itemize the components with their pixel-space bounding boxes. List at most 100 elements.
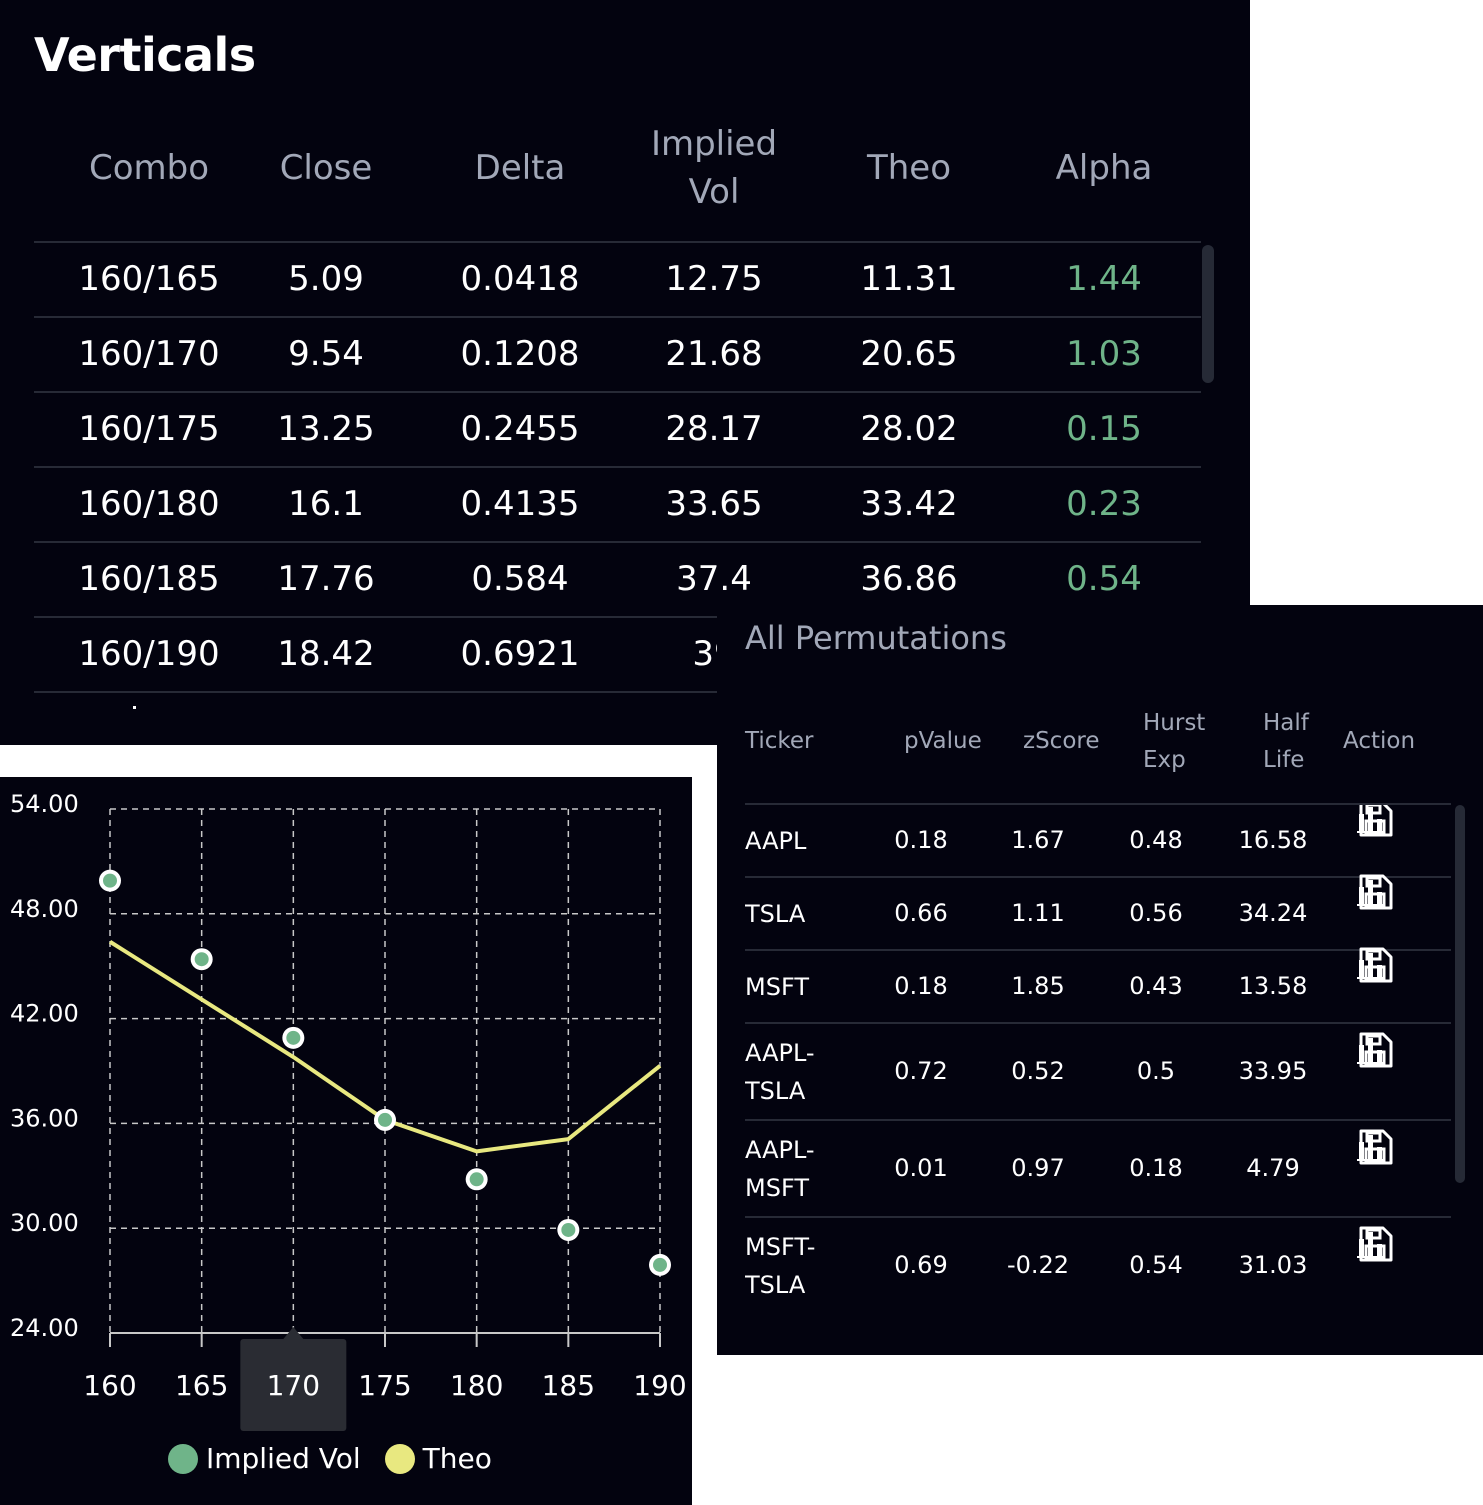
- cell-combo: 160/175: [78, 409, 220, 449]
- ticker-line: TSLA: [745, 1271, 806, 1299]
- ticker-line: MSFT: [745, 1174, 809, 1202]
- permutation-row[interactable]: TSLA 0.66 1.11 0.56 34.24: [745, 874, 1451, 951]
- save-icon[interactable]: [1357, 1226, 1393, 1262]
- cell-implied-vol: 33.65: [665, 484, 763, 524]
- save-icon-svg: [1359, 874, 1393, 909]
- x-highlight-pointer: [283, 1327, 304, 1339]
- x-tick-label: 160: [83, 1369, 136, 1402]
- permutation-row[interactable]: AAPL- MSFT 0.01 0.97 0.18 4.79: [745, 1121, 1451, 1218]
- col-zscore[interactable]: zScore: [1023, 728, 1100, 754]
- vcol-close[interactable]: Close: [226, 144, 426, 192]
- col-ticker[interactable]: Ticker: [745, 728, 814, 754]
- cell-half: 34.24: [1238, 899, 1308, 927]
- vcol-alpha[interactable]: Alpha: [1004, 144, 1204, 192]
- vcol-alpha-line1: Alpha: [1055, 148, 1153, 188]
- permutation-row[interactable]: MSFT 0.18 1.85 0.43 13.58: [745, 947, 1451, 1024]
- cell-implied-vol: 28.17: [665, 409, 763, 449]
- implied-vol-point: [103, 873, 117, 888]
- save-icon-svg: [1359, 1032, 1393, 1067]
- save-icon[interactable]: [1357, 874, 1393, 910]
- verticals-row[interactable]: 160/175 13.25 0.2455 28.17 28.02 0.15: [34, 393, 1201, 468]
- ticker-line: AAPL: [745, 827, 807, 855]
- ticker-line: TSLA: [745, 1077, 806, 1105]
- cell-ticker: AAPL- MSFT: [745, 1131, 885, 1207]
- cell-delta: 0.6921: [460, 634, 580, 674]
- vcol-theo[interactable]: Theo: [809, 144, 1009, 192]
- cell-ticker: MSFT: [745, 968, 885, 1006]
- cell-ticker: AAPL- TSLA: [745, 1034, 885, 1110]
- legend-label-implied-vol: Implied Vol: [206, 1442, 361, 1475]
- cell-ticker: MSFT- TSLA: [745, 1228, 885, 1304]
- vcol-implied-vol[interactable]: Implied Vol: [614, 120, 814, 216]
- verticals-row[interactable]: 160/185 17.76 0.584 37.4 36.86 0.54: [34, 543, 1201, 618]
- verticals-row[interactable]: 160/170 9.54 0.1208 21.68 20.65 1.03: [34, 318, 1201, 393]
- cell-ticker: TSLA: [745, 895, 885, 933]
- cell-close: 17.76: [277, 559, 375, 599]
- cell-alpha: 1.03: [1066, 334, 1142, 374]
- cell-combo: 160/190: [78, 634, 220, 674]
- implied-vol-point: [469, 1172, 484, 1187]
- permutation-row[interactable]: AAPL 0.18 1.67 0.48 16.58: [745, 805, 1451, 878]
- verticals-table: 160/165 5.09 0.0418 12.75 11.31 1.44 160/170 9.…: [34, 241, 1201, 693]
- y-tick-label: 24.00: [10, 1314, 79, 1342]
- cell-theo: 11.31: [860, 259, 958, 299]
- y-tick-label: 36.00: [10, 1104, 79, 1132]
- implied-vol-point: [561, 1222, 576, 1237]
- save-icon[interactable]: [1357, 1129, 1393, 1165]
- cell-pvalue: 0.72: [894, 1057, 948, 1085]
- cell-pvalue: 0.66: [894, 899, 948, 927]
- vcol-delta-line1: Delta: [474, 148, 566, 188]
- cell-close: 13.25: [277, 409, 375, 449]
- legend-item-theo[interactable]: Theo: [384, 1442, 492, 1475]
- cell-hurst: 0.56: [1129, 899, 1183, 927]
- cell-delta: 0.2455: [460, 409, 580, 449]
- cell-zscore: 1.11: [1011, 899, 1065, 927]
- verticals-row[interactable]: 160/180 16.1 0.4135 33.65 33.42 0.23: [34, 468, 1201, 543]
- ticker-line: AAPL-: [745, 1136, 815, 1164]
- verticals-row[interactable]: 160/190 18.42 0.6921 39: [34, 618, 1201, 693]
- vcol-delta[interactable]: Delta: [420, 144, 620, 192]
- cell-zscore: -0.22: [1006, 1251, 1070, 1279]
- ticker-line: MSFT: [745, 973, 809, 1001]
- x-tick-label: 165: [175, 1369, 228, 1402]
- cell-close: 9.54: [288, 334, 364, 374]
- cell-delta: 0.0418: [460, 259, 580, 299]
- cell-theo: 36.86: [860, 559, 958, 599]
- permutations-panel: All Permutations Ticker pValue zScore Hu…: [717, 605, 1483, 1355]
- col-hurst-line1[interactable]: Hurst: [1143, 710, 1206, 736]
- permutation-row[interactable]: MSFT- TSLA 0.69 -0.22 0.54 31.03: [745, 1218, 1451, 1305]
- permutations-scrollbar[interactable]: [1455, 805, 1465, 1183]
- y-tick-label: 30.00: [10, 1209, 79, 1237]
- verticals-row[interactable]: 160/165 5.09 0.0418 12.75 11.31 1.44: [34, 243, 1201, 318]
- save-icon[interactable]: [1357, 805, 1393, 837]
- col-pvalue[interactable]: pValue: [904, 728, 982, 754]
- col-halflife-line2[interactable]: Life: [1263, 747, 1305, 773]
- cell-delta: 0.584: [471, 559, 569, 599]
- cell-half: 4.79: [1246, 1154, 1300, 1182]
- ticker-line: MSFT-: [745, 1233, 816, 1261]
- legend-item-implied-vol[interactable]: Implied Vol: [168, 1442, 361, 1475]
- col-halflife-line1[interactable]: Half: [1263, 710, 1309, 736]
- save-icon-svg: [1359, 805, 1393, 836]
- permutation-row[interactable]: AAPL- TSLA 0.72 0.52 0.5 33.95: [745, 1024, 1451, 1121]
- save-icon-svg: [1359, 947, 1393, 982]
- chart-legend: Implied Vol Theo: [168, 1442, 516, 1475]
- cell-delta: 0.1208: [460, 334, 580, 374]
- partial-row-mark: [133, 706, 136, 709]
- ticker-line: TSLA: [745, 900, 806, 928]
- col-hurst-line2[interactable]: Exp: [1143, 747, 1186, 773]
- save-icon[interactable]: [1357, 947, 1393, 983]
- cell-hurst: 0.48: [1129, 826, 1183, 854]
- cell-half: 13.58: [1238, 972, 1308, 1000]
- verticals-scrollbar[interactable]: [1202, 245, 1214, 383]
- cell-hurst: 0.54: [1129, 1251, 1183, 1279]
- save-icon[interactable]: [1357, 1032, 1393, 1068]
- vcol-combo[interactable]: Combo: [49, 144, 249, 192]
- verticals-panel: Verticals Combo Close Delta Implied Vol Theo A…: [0, 0, 1250, 745]
- cell-half: 16.58: [1238, 826, 1308, 854]
- cell-combo: 160/185: [78, 559, 220, 599]
- cell-pvalue: 0.18: [894, 826, 948, 854]
- cell-theo: 28.02: [860, 409, 958, 449]
- cell-half: 31.03: [1238, 1251, 1308, 1279]
- x-tick-label: 180: [450, 1369, 503, 1402]
